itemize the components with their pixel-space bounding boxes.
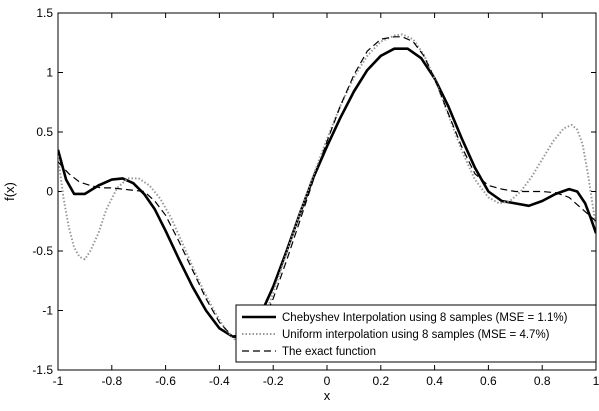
x-tick-label: 0.4 [426, 374, 443, 388]
y-tick-label: 0 [46, 185, 53, 199]
series-layer [58, 33, 596, 344]
legend-box [235, 304, 597, 363]
legend-entry: The exact function [282, 346, 376, 358]
y-tick-label: -1.5 [32, 363, 53, 377]
x-tick-label: -0.4 [209, 374, 230, 388]
x-tick-label: 0 [324, 374, 331, 388]
x-tick-label: 0.8 [534, 374, 551, 388]
x-tick-label: 0.6 [480, 374, 497, 388]
axis-ticks: -1 -0.8 -0.6 -0.4 -0.2 0 0.2 0.4 0.6 0.8 1-1.5-1-0… [32, 6, 599, 388]
x-axis-label: x [324, 388, 331, 403]
legend-entry: Uniform interpolation using 8 samples (M… [282, 329, 550, 341]
x-tick-label: -0.2 [263, 374, 284, 388]
legend-entry: Chebyshev Interpolation using 8 samples … [282, 312, 568, 324]
y-tick-label: 1 [46, 66, 53, 80]
y-tick-label: -1 [42, 304, 53, 318]
x-tick-label: -1 [53, 374, 64, 388]
legend: Chebyshev Interpolation using 8 samples … [235, 304, 597, 363]
y-axis-label: f(x) [2, 182, 17, 201]
x-tick-label: -0.6 [155, 374, 176, 388]
y-tick-label: 1.5 [36, 6, 53, 20]
x-tick-label: 1 [593, 374, 599, 388]
series-line-0 [58, 47, 596, 338]
series-line-2 [58, 36, 596, 341]
x-tick-label: -0.8 [101, 374, 122, 388]
y-tick-label: 0.5 [36, 125, 53, 139]
y-tick-label: -0.5 [32, 244, 53, 258]
x-tick-label: 0.2 [372, 374, 389, 388]
